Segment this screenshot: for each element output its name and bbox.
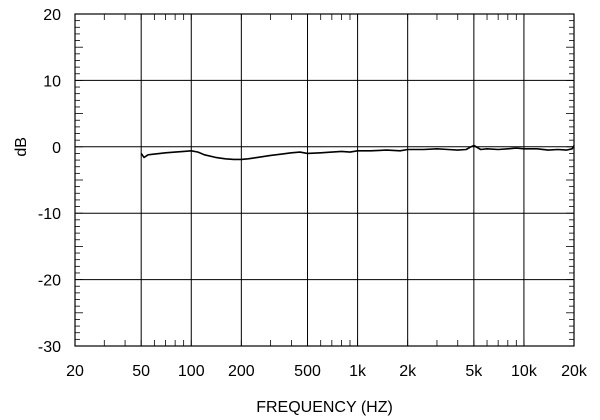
y-axis-title: dB: [13, 137, 30, 157]
x-tick-label: 10k: [511, 363, 538, 380]
x-tick-label: 100: [178, 363, 205, 380]
x-tick-label: 1k: [349, 363, 367, 380]
y-tick-label: -10: [38, 206, 61, 223]
y-tick-label: -30: [38, 339, 61, 356]
x-tick-label: 2k: [399, 363, 417, 380]
x-tick-label: 20: [66, 363, 84, 380]
x-axis-title: FREQUENCY (HZ): [256, 399, 393, 416]
y-tick-label: 0: [52, 140, 61, 157]
grid: [74, 13, 575, 347]
tick-marks: [74, 13, 575, 347]
x-tick-label: 20k: [561, 363, 588, 380]
plot-frame: [74, 13, 575, 347]
response-curve: [140, 144, 575, 161]
x-tick-label: 500: [294, 363, 321, 380]
x-tick-label: 50: [132, 363, 150, 380]
y-tick-label: 10: [43, 73, 61, 90]
x-tick-label: 5k: [465, 363, 483, 380]
y-tick-label: 20: [43, 7, 61, 24]
x-tick-label: 200: [228, 363, 255, 380]
series-layer: [140, 144, 575, 161]
y-tick-label: -20: [38, 273, 61, 290]
